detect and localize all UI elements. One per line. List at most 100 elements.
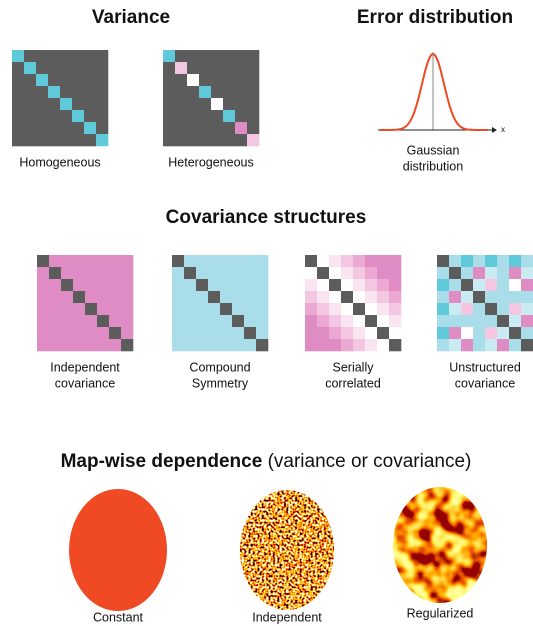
matrix-cell <box>256 303 268 315</box>
brain-independent <box>238 488 336 612</box>
matrix-cell <box>208 267 220 279</box>
section-title: Covariance structures <box>166 207 367 228</box>
matrix-cell <box>85 339 97 351</box>
matrix-cell <box>365 279 377 291</box>
matrix-cell <box>497 315 509 327</box>
matrix-cell <box>247 98 259 110</box>
matrix-cell <box>172 279 184 291</box>
matrix-cell <box>184 291 196 303</box>
matrix-cell <box>72 62 84 74</box>
matrix-cell <box>172 327 184 339</box>
matrix-cell <box>60 86 72 98</box>
section-title: Error distribution <box>357 7 513 28</box>
matrix-cell <box>49 267 61 279</box>
matrix-cell <box>121 327 133 339</box>
matrix-cell <box>317 327 329 339</box>
matrix-cell <box>305 303 317 315</box>
matrix-cell <box>37 255 49 267</box>
matrix-cell <box>485 279 497 291</box>
matrix-cell <box>223 86 235 98</box>
brain-regularized <box>391 485 489 605</box>
matrix-cell <box>521 315 533 327</box>
matrix-cell <box>305 327 317 339</box>
matrix-cell <box>256 279 268 291</box>
matrix-cell <box>232 303 244 315</box>
matrix-cell <box>256 339 268 351</box>
matrix-cell <box>96 122 108 134</box>
matrix-cell <box>163 98 175 110</box>
matrix-cell <box>497 303 509 315</box>
matrix-cell <box>109 279 121 291</box>
matrix-cell <box>223 122 235 134</box>
matrix-cell <box>175 122 187 134</box>
matrix-cell <box>341 303 353 315</box>
matrix-cell <box>12 62 24 74</box>
matrix-cell <box>353 339 365 351</box>
matrix-cell <box>329 267 341 279</box>
matrix-cell <box>184 279 196 291</box>
title-bold: Map-wise dependence <box>61 451 263 472</box>
matrix-cell <box>36 62 48 74</box>
matrix-cell <box>72 98 84 110</box>
matrix-cell <box>437 267 449 279</box>
matrix-cell <box>256 291 268 303</box>
matrix-cell <box>521 267 533 279</box>
matrix-cell <box>184 303 196 315</box>
matrix-cell <box>36 74 48 86</box>
matrix-cell <box>211 110 223 122</box>
matrix-cell <box>211 98 223 110</box>
matrix-cell <box>497 255 509 267</box>
matrix-cell <box>305 267 317 279</box>
matrix-cell <box>473 303 485 315</box>
matrix-cell <box>184 327 196 339</box>
matrix-cell <box>61 315 73 327</box>
matrix-cell <box>485 303 497 315</box>
matrix-cell <box>317 255 329 267</box>
matrix-cell <box>497 291 509 303</box>
matrix-cell <box>12 86 24 98</box>
matrix-cell <box>187 50 199 62</box>
matrix-cell <box>73 267 85 279</box>
noise <box>238 488 336 612</box>
matrix-cell <box>24 50 36 62</box>
matrix-cell <box>365 267 377 279</box>
matrix-cell <box>247 50 259 62</box>
matrix-cell <box>196 291 208 303</box>
matrix-cell <box>497 267 509 279</box>
matrix-cell <box>449 339 461 351</box>
matrix-cell <box>305 291 317 303</box>
matrix-cell <box>211 74 223 86</box>
matrix-cell <box>247 86 259 98</box>
matrix-cell <box>305 255 317 267</box>
matrix-cell <box>341 255 353 267</box>
matrix-cell <box>509 291 521 303</box>
matrix-cell <box>96 110 108 122</box>
matrix-cell <box>199 98 211 110</box>
matrix-cell <box>96 62 108 74</box>
matrix-cell <box>329 303 341 315</box>
matrix-cell <box>72 134 84 146</box>
matrix-cell <box>172 303 184 315</box>
matrix-cell <box>449 279 461 291</box>
matrix-cell <box>485 339 497 351</box>
matrix-cell <box>199 122 211 134</box>
matrix-cell <box>509 339 521 351</box>
matrix-cell <box>61 279 73 291</box>
matrix-cell <box>73 303 85 315</box>
matrix-cell <box>172 267 184 279</box>
matrix-cell <box>109 315 121 327</box>
axis-arrow <box>492 127 497 133</box>
matrix-cell <box>84 74 96 86</box>
matrix-cell <box>247 134 259 146</box>
matrix-cell <box>97 255 109 267</box>
matrix-cell <box>61 327 73 339</box>
matrix-cell <box>49 315 61 327</box>
matrix-cell <box>121 255 133 267</box>
matrix-cell <box>60 62 72 74</box>
matrix-cell <box>97 315 109 327</box>
matrix-cell <box>109 255 121 267</box>
matrix-cell <box>449 315 461 327</box>
matrix-cell <box>37 327 49 339</box>
matrix-cell <box>389 255 401 267</box>
matrix-cell <box>85 327 97 339</box>
